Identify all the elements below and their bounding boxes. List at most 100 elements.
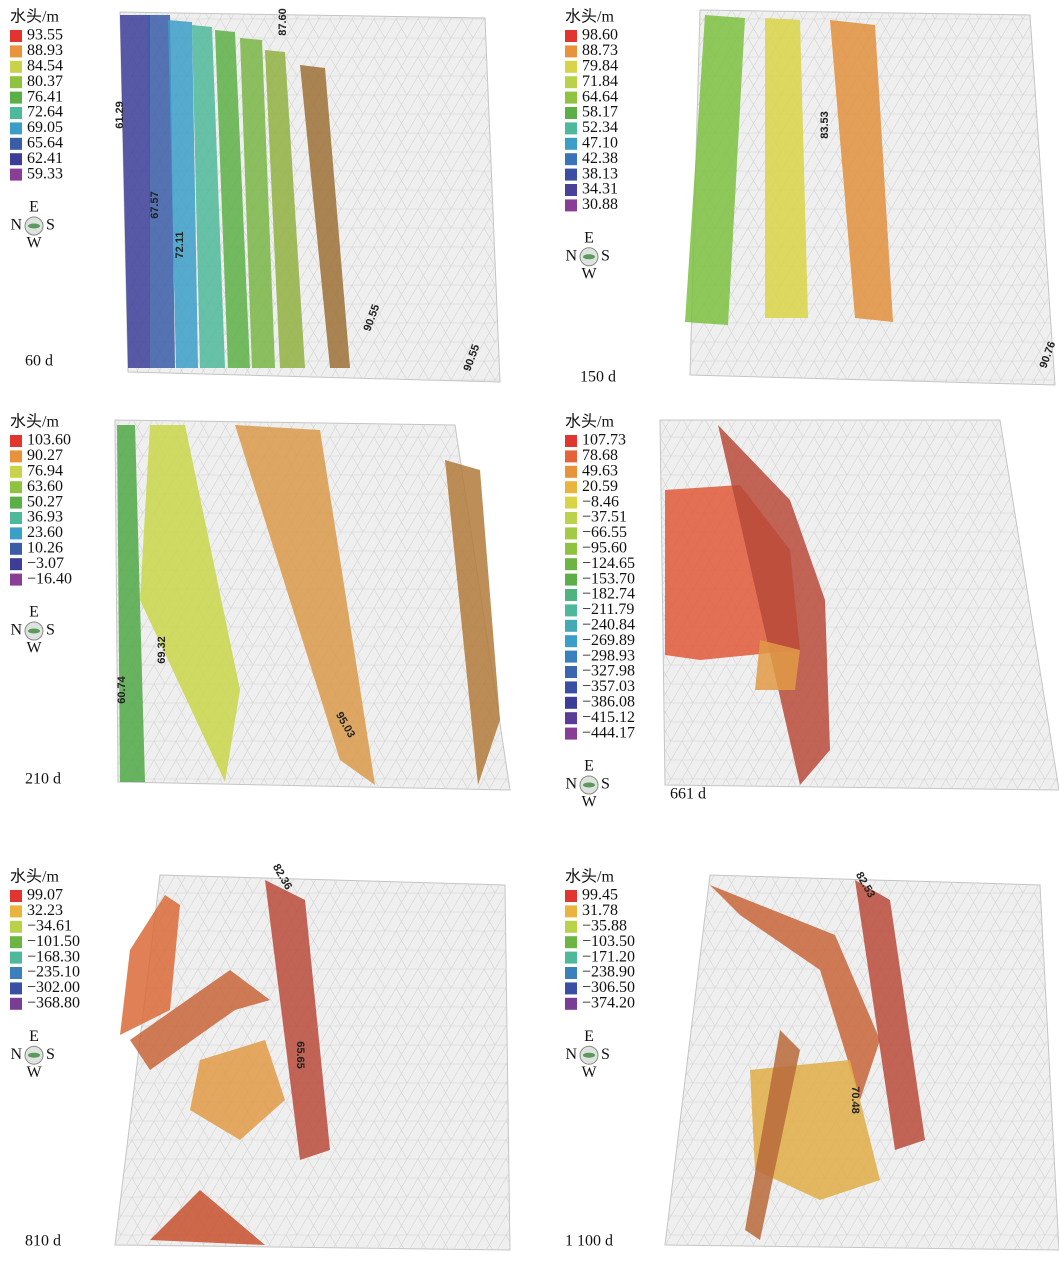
legend-swatch [10, 890, 22, 902]
legend-swatch [565, 45, 577, 57]
compass-s: S [601, 247, 610, 264]
time-label: 661 d [670, 786, 706, 803]
legend-swatch [10, 967, 22, 979]
compass-e: E [29, 1028, 39, 1045]
isosurface [120, 15, 150, 368]
compass-w: W [581, 794, 597, 811]
legend-title: 水头/m [565, 413, 614, 431]
time-label: 60 d [25, 353, 53, 370]
legend-title: 水头/m [10, 868, 59, 886]
legend-swatch [565, 905, 577, 917]
legend-swatch [565, 952, 577, 964]
legend-title: 水头/m [565, 868, 614, 886]
legend-swatch [565, 153, 577, 165]
legend-swatch [565, 107, 577, 119]
legend-swatch [10, 982, 22, 994]
figure: 61.2967.5772.1187.6090.5590.55水头/m93.558… [0, 0, 1059, 1264]
compass-w: W [581, 1064, 597, 1081]
contour-label: 60.74 [116, 675, 128, 703]
compass-e: E [584, 1028, 594, 1045]
legend-label: −368.80 [27, 994, 80, 1011]
legend-swatch [10, 512, 22, 524]
legend-swatch [565, 635, 577, 647]
legend-swatch [10, 952, 22, 964]
legend-swatch [565, 527, 577, 539]
compass-needle [28, 1053, 40, 1058]
legend-swatch [565, 982, 577, 994]
legend-swatch [565, 604, 577, 616]
legend-swatch [10, 153, 22, 165]
legend-swatch [10, 30, 22, 42]
legend-swatch [565, 435, 577, 447]
legend-swatch [565, 998, 577, 1010]
compass-s: S [46, 1046, 55, 1063]
contour-label: 70.48 [849, 1086, 861, 1114]
compass-n: N [565, 247, 577, 264]
legend-swatch [565, 728, 577, 740]
compass-n: N [10, 622, 22, 639]
compass-s: S [601, 1046, 610, 1063]
legend-swatch [10, 61, 22, 73]
legend-swatch [565, 589, 577, 601]
compass-s: S [46, 217, 55, 234]
legend-swatch [565, 122, 577, 134]
panel: 水头/m107.7378.6849.6320.59−8.46−37.51−66.… [565, 413, 1059, 811]
compass-n: N [10, 217, 22, 234]
legend-swatch [565, 574, 577, 586]
legend-swatch [565, 620, 577, 632]
legend-swatch [565, 497, 577, 509]
legend-swatch [10, 107, 22, 119]
contour-label: 72.11 [174, 232, 186, 259]
legend-swatch [565, 184, 577, 196]
legend-title: 水头/m [10, 413, 59, 431]
compass-w: W [26, 235, 42, 252]
legend-swatch [565, 967, 577, 979]
legend-swatch [565, 199, 577, 211]
legend-swatch [10, 76, 22, 88]
legend-swatch [10, 450, 22, 462]
panel: 82.3665.65水头/m99.0732.23−34.61−101.50−16… [10, 862, 510, 1250]
legend-swatch [565, 61, 577, 73]
legend-swatch [10, 122, 22, 134]
legend-swatch [10, 558, 22, 570]
legend-swatch [565, 481, 577, 493]
legend-swatch [10, 527, 22, 539]
panel: 83.5390.76水头/m98.6088.7379.8471.8464.645… [565, 8, 1058, 386]
compass-e: E [584, 229, 594, 246]
compass-needle [583, 1053, 595, 1058]
time-label: 810 d [25, 1233, 61, 1250]
legend-title: 水头/m [10, 8, 59, 26]
legend-swatch [565, 712, 577, 724]
compass-e: E [29, 604, 39, 621]
legend-title: 水头/m [565, 8, 614, 26]
legend-swatch [565, 697, 577, 709]
legend-label: −16.40 [27, 570, 72, 587]
time-label: 150 d [580, 369, 616, 386]
legend-label: −444.17 [582, 724, 635, 741]
legend-label: −374.20 [582, 994, 635, 1011]
legend-swatch [565, 76, 577, 88]
legend-swatch [565, 666, 577, 678]
legend-swatch [10, 481, 22, 493]
legend-swatch [565, 512, 577, 524]
legend-label: 59.33 [27, 165, 63, 182]
legend-swatch [565, 30, 577, 42]
legend-swatch [565, 169, 577, 181]
time-label: 1 100 d [565, 1233, 613, 1250]
legend-swatch [565, 543, 577, 555]
compass-w: W [581, 265, 597, 282]
legend-swatch [565, 450, 577, 462]
legend-swatch [10, 574, 22, 586]
legend-swatch [10, 497, 22, 509]
panel: 61.2967.5772.1187.6090.5590.55水头/m93.558… [10, 8, 500, 382]
legend-label: 30.88 [582, 196, 618, 213]
compass-e: E [584, 758, 594, 775]
compass-needle [28, 224, 40, 229]
contour-label: 83.53 [819, 111, 831, 139]
legend-swatch [565, 466, 577, 478]
compass-needle [583, 254, 595, 259]
legend-swatch [565, 936, 577, 948]
legend-swatch [10, 169, 22, 181]
legend-swatch [10, 435, 22, 447]
panel: 60.7469.3295.03水头/m103.6090.2776.9463.60… [10, 413, 510, 790]
